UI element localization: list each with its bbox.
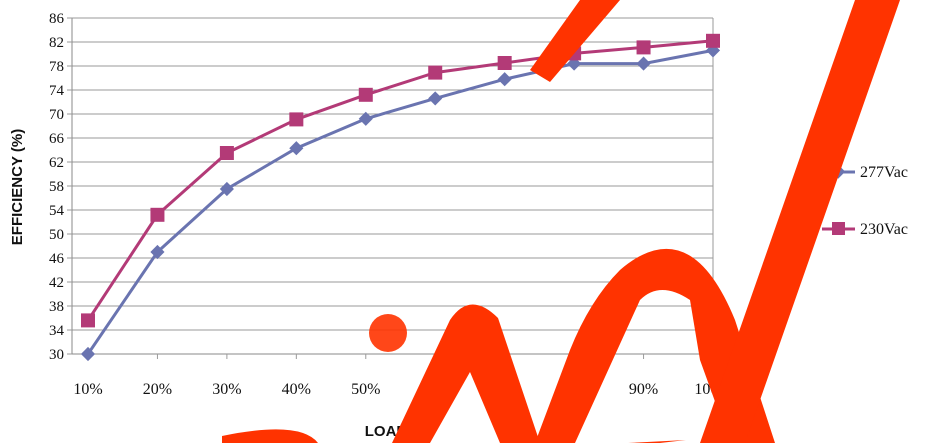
y-axis-ticks: 30 34 38 42 46 50 54 58 62 66 70 74 78 82 86 <box>49 11 72 363</box>
y-tick-label-78: 78 <box>49 59 64 75</box>
legend-label-230vac: 230Vac <box>860 221 908 238</box>
x-tick-label-8: 90% <box>629 381 658 398</box>
data-point-230vac-10pct <box>81 313 95 328</box>
y-tick-label-30: 30 <box>49 347 64 363</box>
y-tick-label-70: 70 <box>49 107 64 123</box>
data-point-230vac-50pct <box>358 87 373 102</box>
y-tick-label-66: 66 <box>49 131 65 147</box>
x-tick-label-0: 10% <box>73 381 102 398</box>
data-point-230vac-100pct <box>706 33 720 48</box>
y-tick-label-62: 62 <box>49 155 64 171</box>
data-point-230vac-70pct <box>497 56 512 70</box>
data-point-230vac-40pct <box>289 112 304 127</box>
legend-item-230vac: 230Vac <box>822 221 908 238</box>
x-axis-ticks: 10%20%30%40%50%60%70%80%90%100% <box>73 354 732 398</box>
watermark-letter-m <box>535 248 775 443</box>
y-tick-label-50: 50 <box>49 227 64 243</box>
x-tick-label-3: 40% <box>282 381 311 398</box>
data-point-277vac-60pct <box>428 91 443 106</box>
data-point-277vac-30pct <box>219 181 234 197</box>
data-point-277vac-10pct <box>80 346 96 362</box>
data-point-230vac-60pct <box>428 65 443 80</box>
legend-label-277vac: 277Vac <box>860 164 908 181</box>
legend-marker-230vac <box>832 222 845 235</box>
watermark-overlay <box>222 0 900 443</box>
watermark-stroke-1 <box>222 429 318 443</box>
series-line-277vac <box>86 48 714 355</box>
watermark-letter-n <box>392 304 540 443</box>
watermark-stroke-2 <box>628 440 686 443</box>
watermark-stroke-top <box>530 0 620 82</box>
y-tick-label-34: 34 <box>49 323 65 339</box>
series-line-230vac <box>86 39 714 322</box>
y-tick-label-42: 42 <box>49 275 64 291</box>
y-tick-label-46: 46 <box>49 251 65 267</box>
y-tick-label-38: 38 <box>49 299 64 315</box>
x-tick-label-1: 20% <box>143 381 172 398</box>
watermark-letter-l <box>700 0 900 443</box>
y-axis-title: EFFICIENCY (%) <box>9 129 26 245</box>
data-point-277vac-90pct <box>636 56 651 71</box>
data-point-277vac-50pct <box>358 111 373 126</box>
series-277vac <box>80 43 721 362</box>
data-point-277vac-70pct <box>497 72 512 87</box>
x-tick-label-2: 30% <box>212 381 241 398</box>
x-tick-label-4: 50% <box>351 381 380 398</box>
data-point-277vac-40pct <box>289 141 304 156</box>
data-point-230vac-20pct <box>150 207 165 222</box>
y-tick-label-58: 58 <box>49 179 64 195</box>
y-tick-label-74: 74 <box>49 83 65 99</box>
data-point-230vac-90pct <box>636 40 651 55</box>
data-point-277vac-20pct <box>150 244 165 260</box>
series-230vac <box>81 33 720 328</box>
watermark-dot <box>369 314 407 352</box>
y-tick-label-86: 86 <box>49 11 65 27</box>
y-tick-label-82: 82 <box>49 35 64 51</box>
data-point-230vac-30pct <box>219 146 234 160</box>
y-tick-label-54: 54 <box>49 203 65 219</box>
data-series <box>80 33 721 362</box>
